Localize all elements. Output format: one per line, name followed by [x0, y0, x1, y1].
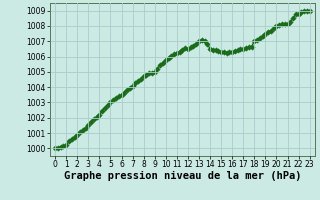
- X-axis label: Graphe pression niveau de la mer (hPa): Graphe pression niveau de la mer (hPa): [64, 171, 301, 181]
